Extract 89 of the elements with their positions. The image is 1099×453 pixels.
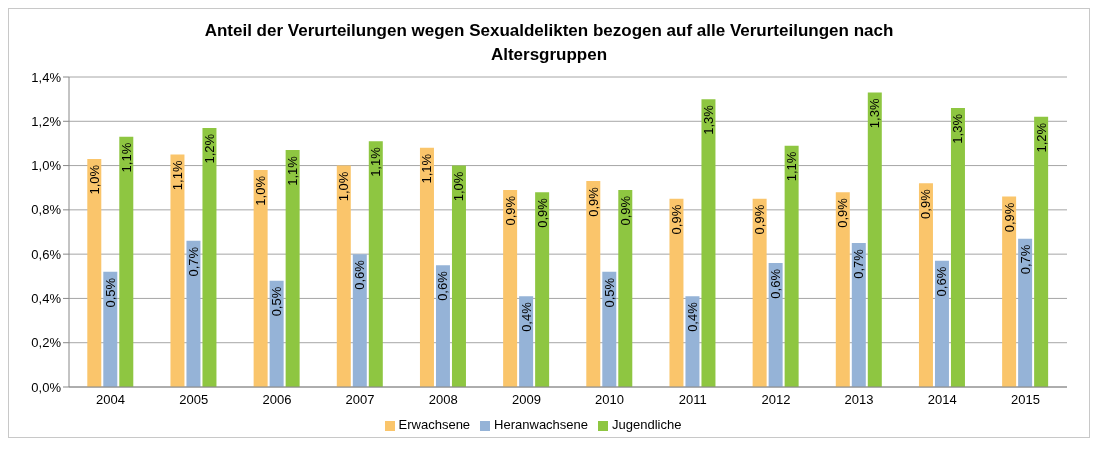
x-tick-label: 2009 — [511, 392, 541, 408]
data-label: 0,7% — [185, 246, 201, 277]
bar — [1034, 116, 1049, 387]
data-label: 1,0% — [451, 171, 467, 202]
data-label: 1,1% — [118, 142, 134, 173]
data-label: 1,1% — [368, 146, 384, 177]
data-label: 1,1% — [784, 151, 800, 182]
y-tick-label: 0,2% — [31, 335, 62, 351]
bar — [451, 165, 466, 387]
x-tick-label: 2015 — [1010, 392, 1040, 408]
bar — [851, 243, 866, 387]
bar — [202, 127, 217, 387]
x-tick-label: 2014 — [927, 392, 957, 408]
x-tick-label: 2007 — [345, 392, 375, 408]
data-label: 0,5% — [269, 286, 285, 317]
data-label: 1,2% — [201, 133, 217, 164]
bar — [503, 189, 518, 387]
data-label: 0,6% — [352, 259, 368, 290]
data-label: 0,6% — [768, 268, 784, 299]
data-label: 0,5% — [601, 277, 617, 308]
data-label: 1,3% — [700, 104, 716, 135]
bar — [784, 145, 799, 387]
chart-title: Anteil der Verurteilungen wegen Sexualdelikten bezogen auf alle Verurteilungen nach Altersgruppen — [203, 20, 895, 66]
x-tick-label: 2008 — [428, 392, 458, 408]
y-tick-label: 1,0% — [31, 158, 62, 174]
bar — [336, 165, 351, 387]
data-label: 0,7% — [1017, 244, 1033, 275]
data-label: 0,9% — [502, 195, 518, 226]
data-label: 0,9% — [668, 204, 684, 235]
data-label: 0,9% — [835, 197, 851, 228]
data-label: 0,9% — [534, 197, 550, 228]
x-tick-label: 2012 — [761, 392, 791, 408]
bar — [368, 141, 383, 387]
data-label: 0,7% — [851, 248, 867, 279]
legend-label: Heranwachsene — [494, 417, 589, 432]
y-tick-label: 0,8% — [31, 202, 62, 218]
y-tick-label: 1,4% — [31, 69, 62, 85]
bar — [950, 108, 965, 387]
data-label: 1,1% — [419, 153, 435, 184]
bar — [535, 192, 550, 387]
data-label: 0,9% — [752, 204, 768, 235]
bar — [586, 181, 601, 387]
bar — [253, 170, 268, 387]
bar — [669, 198, 684, 387]
y-tick-label: 0,4% — [31, 291, 62, 307]
legend-label: Erwachsene — [398, 417, 471, 432]
data-label: 1,0% — [336, 171, 352, 202]
data-label: 1,2% — [1033, 122, 1049, 153]
bar — [352, 254, 367, 387]
bar — [1002, 196, 1017, 387]
data-label: 1,0% — [86, 164, 102, 195]
data-label: 0,9% — [1001, 202, 1017, 233]
bar — [419, 147, 434, 387]
bar — [867, 92, 882, 387]
bar — [701, 99, 716, 387]
y-tick-label: 0,0% — [31, 379, 62, 395]
data-label: 0,4% — [518, 301, 534, 332]
x-tick-label: 2013 — [844, 392, 874, 408]
bar — [752, 198, 767, 387]
legend-label: Jugendliche — [612, 417, 682, 432]
bar — [1018, 238, 1033, 387]
y-tick-label: 0,6% — [31, 246, 62, 262]
bar — [186, 240, 201, 387]
y-tick-label: 1,2% — [31, 113, 62, 129]
bar — [285, 150, 300, 387]
bar — [618, 189, 633, 387]
data-label: 0,5% — [102, 277, 118, 308]
data-label: 1,1% — [285, 155, 301, 186]
x-tick-label: 2004 — [96, 392, 126, 408]
x-tick-label: 2006 — [262, 392, 292, 408]
x-tick-label: 2005 — [179, 392, 209, 408]
data-label: 1,0% — [253, 175, 269, 206]
bar — [835, 192, 850, 387]
data-label: 0,9% — [585, 186, 601, 217]
data-label: 0,9% — [918, 188, 934, 219]
bar — [119, 136, 134, 387]
data-label: 1,3% — [950, 113, 966, 144]
data-label: 0,6% — [435, 270, 451, 301]
data-label: 1,3% — [867, 98, 883, 129]
data-label: 0,6% — [934, 266, 950, 297]
bar — [87, 158, 102, 387]
bar — [768, 263, 783, 387]
bar — [170, 154, 185, 387]
data-label: 1,1% — [169, 160, 185, 191]
x-tick-label: 2010 — [595, 392, 625, 408]
data-label: 0,9% — [617, 195, 633, 226]
data-label: 0,4% — [684, 301, 700, 332]
x-tick-label: 2011 — [678, 392, 707, 408]
bar — [918, 183, 933, 387]
